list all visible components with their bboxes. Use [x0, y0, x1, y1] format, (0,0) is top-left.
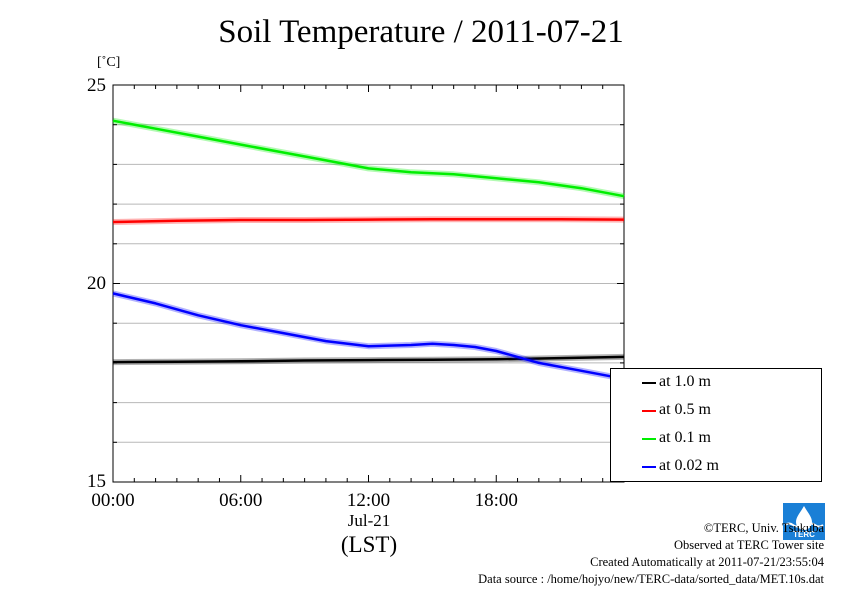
- date-label: Jul-21: [347, 511, 391, 530]
- x-tick-label-1800: 18:00: [474, 490, 518, 511]
- legend-item-0-5m: at 0.5 m: [611, 401, 821, 421]
- axis-ticks: [112, 84, 625, 483]
- gridlines: [113, 124, 624, 443]
- x-axis-label: (LST): [340, 532, 398, 557]
- legend-swatch: [642, 438, 656, 440]
- y-tick-label-20: 20: [87, 273, 106, 294]
- y-tick-label-25: 25: [87, 75, 106, 96]
- terc-logo: TERC: [783, 503, 825, 540]
- x-tick-label-1200: 12:00: [346, 490, 391, 511]
- footer-site: Observed at TERC Tower site: [673, 538, 824, 552]
- series-line-at-0-1-m: [112, 119, 625, 198]
- y-axis-unit: [˚C]: [97, 55, 121, 70]
- legend-item-1-0m: at 1.0 m: [611, 373, 821, 393]
- series-halo-3: [112, 290, 625, 382]
- series-line-at-0-02-m: [112, 292, 625, 381]
- legend-swatch: [642, 382, 656, 384]
- legend-item-0-1m: at 0.1 m: [611, 429, 821, 449]
- legend-swatch: [642, 410, 656, 412]
- legend-label: at 1.0 m: [659, 373, 711, 390]
- series-line-at-0-5-m: [112, 217, 625, 224]
- chart-title: Soil Temperature / 2011-07-21: [218, 14, 624, 50]
- footer-copyright: ©TERC, Univ. Tsukuba: [703, 521, 824, 535]
- legend-swatch: [642, 466, 656, 468]
- svg-text:TERC: TERC: [793, 530, 815, 539]
- series-halo-2: [112, 117, 625, 200]
- legend: at 1.0 m at 0.5 m at 0.1 m at 0.02 m: [610, 368, 822, 482]
- x-tick-label-0000: 00:00: [91, 490, 135, 511]
- footer-source: Data source : /home/hojyo/new/TERC-data/…: [478, 572, 824, 586]
- legend-label: at 0.5 m: [659, 401, 711, 418]
- footer-created: Created Automatically at 2011-07-21/23:5…: [590, 555, 824, 569]
- y-tick-label-15: 15: [87, 471, 106, 492]
- legend-item-0-02m: at 0.02 m: [611, 457, 821, 477]
- legend-label: at 0.02 m: [659, 457, 719, 474]
- series-lines: [112, 117, 625, 382]
- x-tick-label-0600: 06:00: [219, 490, 263, 511]
- series-line-at-1-0-m: [112, 355, 625, 364]
- legend-label: at 0.1 m: [659, 429, 711, 446]
